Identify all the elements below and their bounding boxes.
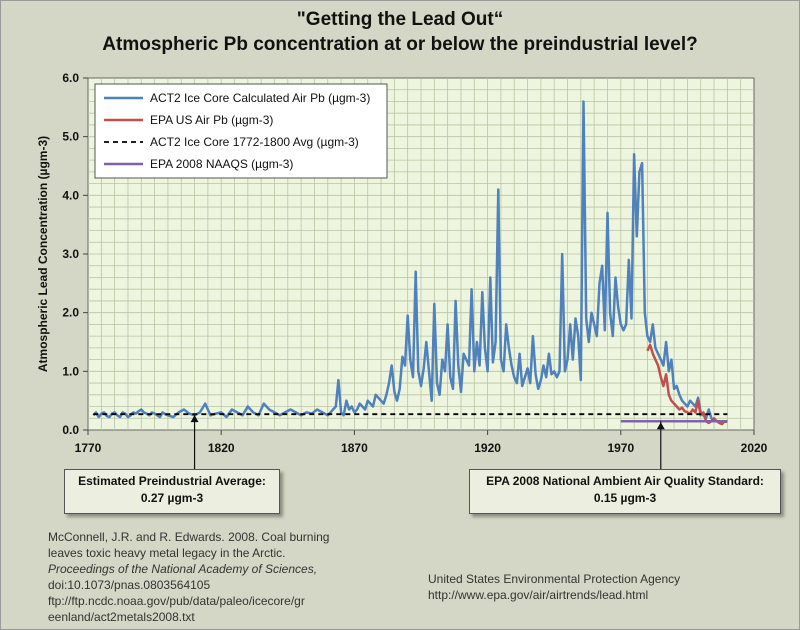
x-tick-label: 1970: [607, 441, 634, 455]
legend-box: [94, 83, 388, 179]
y-axis-label: Atmospheric Lead Concentration (µgm-3): [36, 136, 50, 372]
x-tick-label: 1870: [341, 441, 368, 455]
y-tick-label: 0.0: [62, 423, 79, 437]
grid: [88, 78, 754, 430]
citation-url[interactable]: ftp://ftp.ncdc.noaa.gov/pub/data/paleo/i…: [48, 594, 305, 608]
preindustrial-callout-value: 0.27 µgm-3: [140, 491, 204, 505]
series-line-1: [92, 100, 715, 423]
x-tick-label: 1820: [208, 441, 235, 455]
legend: ACT2 Ice Core Calculated Air Pb (µgm-3) E…: [94, 83, 388, 179]
naaqs-pointer-arrow: [656, 422, 665, 430]
y-tick-label: 1.0: [62, 364, 79, 378]
epa-source-url[interactable]: http://www.epa.gov/air/airtrends/lead.ht…: [428, 588, 649, 602]
chart-subtitle: Atmospheric Pb concentration at or below…: [102, 34, 698, 55]
callout-pointers: [190, 414, 665, 469]
legend-label-4: EPA 2008 NAAQS (µgm-3): [150, 157, 293, 171]
citation-journal: Proceedings of the National Academy of S…: [48, 562, 318, 576]
preindustrial-pointer-arrow: [190, 415, 199, 423]
x-tick-label: 2020: [741, 441, 768, 455]
citation-url[interactable]: eenland/act2metals2008.txt: [48, 610, 195, 624]
citation-line: leaves toxic heavy metal legacy in the A…: [48, 546, 286, 560]
epa-source: United States Environmental Protection A…: [428, 571, 748, 603]
legend-label-3: ACT2 Ice Core 1772-1800 Avg (µgm-3): [150, 135, 359, 149]
naaqs-callout-value: 0.15 µgm-3: [593, 491, 657, 505]
preindustrial-callout-title: Estimated Preindustrial Average:: [78, 474, 266, 488]
y-tick-label: 5.0: [62, 130, 79, 144]
y-tick-label: 6.0: [62, 71, 79, 85]
citation: McConnell, J.R. and R. Edwards. 2008. Co…: [48, 529, 378, 625]
naaqs-callout: EPA 2008 National Ambient Air Quality St…: [469, 469, 781, 514]
legend-label-1: ACT2 Ice Core Calculated Air Pb (µgm-3): [150, 91, 370, 105]
y-tick-label: 2.0: [62, 306, 79, 320]
epa-source-name: United States Environmental Protection A…: [428, 572, 681, 586]
y-tick-label: 4.0: [62, 188, 79, 202]
x-tick-label: 1920: [474, 441, 501, 455]
naaqs-callout-title: EPA 2008 National Ambient Air Quality St…: [486, 474, 764, 488]
y-tick-label: 3.0: [62, 247, 79, 261]
series-line-2: [646, 343, 728, 426]
x-tick-label: 1770: [75, 441, 102, 455]
legend-label-2: EPA US Air Pb (µgm-3): [150, 113, 273, 127]
chart-title: "Getting the Lead Out“: [296, 9, 504, 30]
preindustrial-callout: Estimated Preindustrial Average: 0.27 µg…: [64, 469, 280, 514]
citation-line: McConnell, J.R. and R. Edwards. 2008. Co…: [48, 530, 330, 544]
citation-doi: doi:10.1073/pnas.0803564105: [48, 578, 211, 592]
axes: 1770 1820 1870 1920 1970 2020 0.0 1.0 2.0 3.0 4.0 5…: [62, 71, 767, 455]
series-group: [92, 100, 728, 426]
